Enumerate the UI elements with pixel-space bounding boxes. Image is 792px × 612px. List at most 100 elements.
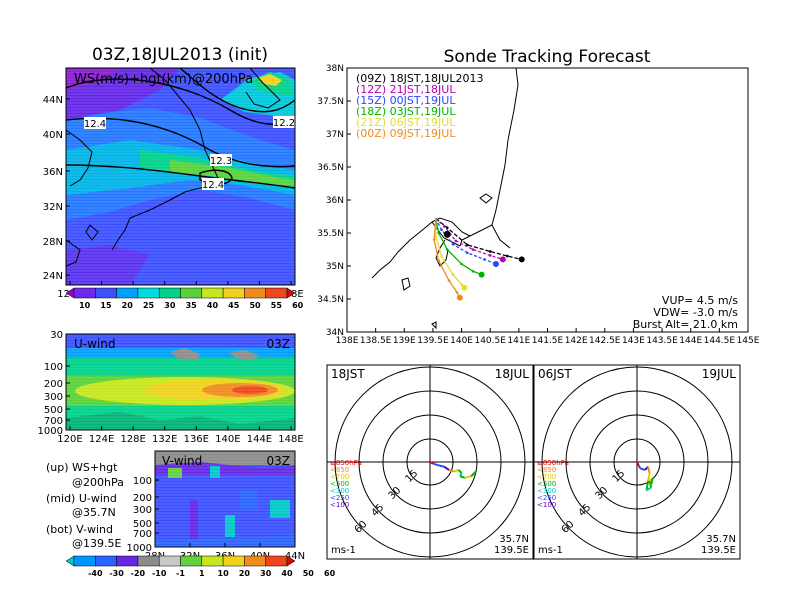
hodo-segment <box>647 472 651 482</box>
tick-label: 139E <box>393 336 416 346</box>
tick-label: 700 <box>44 416 63 427</box>
hodo-segment <box>650 477 654 485</box>
track-point <box>460 262 463 266</box>
tick-label: 144E <box>679 336 702 346</box>
tick-label: 142E <box>565 336 588 346</box>
tick-label: 44N <box>43 95 63 106</box>
hodo-segment <box>639 467 646 471</box>
tick-label: 44N <box>285 551 305 562</box>
level-legend: <250 <box>537 494 556 502</box>
tick-label: 300 <box>44 392 63 403</box>
ws-map-field <box>66 68 295 285</box>
tick-label: 124E <box>89 434 114 445</box>
hodo-lon: 139.5E <box>701 545 736 556</box>
tick-label: 37.5N <box>317 97 344 107</box>
v-wind-label: V-wind <box>162 454 202 468</box>
colorbar-label: 60 <box>324 569 336 578</box>
hodo-segment <box>645 480 650 491</box>
colorbar-label: 35 <box>186 301 198 310</box>
u-wind-frame <box>65 333 296 431</box>
colorbar-label: -1 <box>176 569 185 578</box>
colorbar-arrow-right <box>286 287 296 299</box>
colorbar-label: 20 <box>122 301 134 310</box>
legend-entry: (09Z) 18JST,18JUL2013 <box>356 72 483 85</box>
hodo-segment <box>648 480 653 488</box>
tick-label: 138.5E <box>360 336 392 346</box>
colorbar-label: 30 <box>164 301 176 310</box>
tracking-legend: (09Z) 18JST,18JUL2013(12Z) 21JST,18JUL(1… <box>356 72 483 140</box>
tick-label: 38N <box>326 64 344 74</box>
level-legend: <850 <box>537 466 556 474</box>
hodo-time-right: 18JUL <box>495 367 530 381</box>
track-line <box>435 218 497 265</box>
tick-label: 144.5E <box>704 336 736 346</box>
track-point <box>466 251 469 255</box>
track-point <box>445 248 449 251</box>
track-point <box>488 254 492 257</box>
tracking-title: Sonde Tracking Forecast <box>444 47 651 67</box>
colorbar-cell <box>95 287 117 299</box>
vdw-text: VDW= -3.0 m/s <box>653 306 738 319</box>
tick-label: 35N <box>326 262 344 272</box>
tick-label: 140.5E <box>474 336 506 346</box>
v-wind-field <box>155 451 295 547</box>
track-point <box>445 226 449 230</box>
track-point <box>460 283 463 286</box>
track-point <box>451 273 455 276</box>
hodo-segment <box>437 464 445 468</box>
hodo-segment <box>453 468 459 473</box>
contour-label: 12.2 <box>273 118 295 129</box>
track-point <box>506 254 509 258</box>
tick-label: 139.5E <box>417 336 449 346</box>
hodo-lat: 35.7N <box>706 534 736 545</box>
contour-label: 12.4 <box>202 180 224 191</box>
v-wind-time: 03Z <box>267 454 291 468</box>
colorbar-cell <box>73 287 96 299</box>
legend-entry: (00Z) 09JST,19JUL <box>356 127 456 140</box>
colorbar-cell <box>244 555 266 567</box>
colorbar-label: 10 <box>218 569 230 578</box>
u-wind-hatch <box>66 335 295 430</box>
colorbar-label: 20 <box>239 569 251 578</box>
track-point <box>455 291 459 294</box>
tracking-annotations: VUP= 4.5 m/s VDW= -3.0 m/s Burst Alt= 21… <box>633 294 739 331</box>
map-title: 03Z,18JUL2013 (init) <box>92 45 268 65</box>
colorbar-cell <box>137 287 160 299</box>
hodo-segment <box>637 464 642 469</box>
track-point <box>471 248 475 251</box>
hodo-segment <box>443 465 450 471</box>
colorbar-cell <box>222 287 245 299</box>
tick-label: 35.5N <box>317 229 344 239</box>
burst-text: Burst Alt= 21.0 km <box>633 318 738 331</box>
colorbar-cell <box>201 287 224 299</box>
burst-point <box>443 230 451 238</box>
track-point <box>437 231 440 235</box>
level-legend: <250 <box>330 494 349 502</box>
level-legend: <700 <box>537 473 556 481</box>
track-point <box>454 239 458 243</box>
track-point <box>488 250 492 253</box>
tick-label: 100 <box>133 476 152 487</box>
panel-legend: (up) WS+hgt @200hPa (mid) U-wind @35.7N … <box>46 461 124 550</box>
track-endpoint <box>499 256 506 263</box>
level-legend: <100 <box>330 501 349 509</box>
colorbar-label: 60 <box>292 301 304 310</box>
tick-label: 36N <box>43 167 63 178</box>
hodo-lon: 139.5E <box>494 545 529 556</box>
colorbar-label: 50 <box>303 569 315 578</box>
colorbar-label: 1 <box>199 569 205 578</box>
hodo-segment <box>429 461 434 465</box>
colorbar-label: 25 <box>143 301 155 310</box>
colorbar-cell <box>158 287 181 299</box>
tick-label: 300 <box>133 505 152 516</box>
tick-label: 34N <box>326 328 344 338</box>
colorbar-cell <box>116 555 139 567</box>
hodo-units: ms-1 <box>538 545 563 556</box>
tick-label: 40N <box>43 130 63 141</box>
vup-text: VUP= 4.5 m/s <box>662 294 738 307</box>
colorbar-label: 30 <box>260 569 272 578</box>
tick-label: 145E <box>737 336 760 346</box>
track-endpoint <box>492 261 499 268</box>
tick-label: 141.5E <box>532 336 564 346</box>
